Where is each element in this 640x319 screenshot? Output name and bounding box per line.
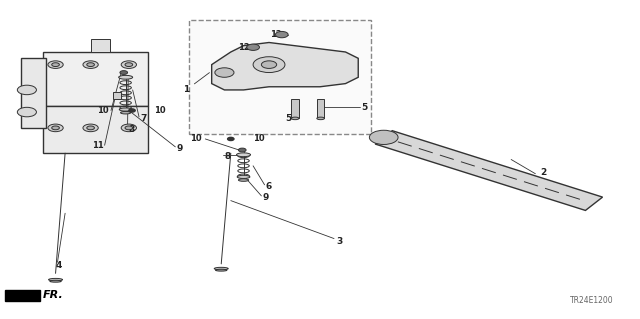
Circle shape [83, 124, 99, 132]
Circle shape [121, 124, 136, 132]
Circle shape [48, 61, 63, 69]
Text: 9: 9 [177, 144, 183, 153]
Circle shape [120, 70, 127, 74]
Polygon shape [375, 131, 602, 211]
Circle shape [87, 63, 95, 67]
Text: 3: 3 [336, 237, 342, 246]
Circle shape [125, 126, 132, 130]
Circle shape [239, 148, 246, 152]
Circle shape [253, 57, 285, 72]
Text: 12: 12 [270, 30, 282, 39]
Text: 5: 5 [285, 114, 291, 123]
Circle shape [52, 126, 60, 130]
Circle shape [52, 63, 60, 67]
Text: 10: 10 [97, 106, 108, 115]
Text: 10: 10 [191, 134, 202, 144]
Circle shape [17, 107, 36, 117]
Circle shape [261, 61, 276, 69]
Text: 4: 4 [56, 261, 62, 270]
Text: 12: 12 [238, 43, 250, 52]
Ellipse shape [120, 111, 131, 114]
Bar [317, 100, 324, 118]
Circle shape [275, 32, 288, 38]
Ellipse shape [237, 153, 250, 157]
Ellipse shape [214, 267, 228, 270]
Text: 8: 8 [129, 125, 135, 134]
Ellipse shape [237, 175, 250, 178]
Bar [91, 39, 109, 52]
Text: 2: 2 [540, 168, 546, 177]
Circle shape [83, 61, 99, 69]
Text: 9: 9 [262, 193, 269, 202]
Bar [189, 20, 371, 134]
Ellipse shape [119, 108, 132, 111]
Circle shape [129, 109, 135, 112]
Bar [113, 92, 120, 100]
Ellipse shape [239, 179, 248, 181]
Circle shape [17, 85, 36, 95]
Ellipse shape [216, 269, 227, 271]
Text: 8: 8 [225, 152, 230, 161]
Circle shape [48, 124, 63, 132]
Circle shape [125, 63, 132, 67]
Text: 5: 5 [362, 103, 367, 112]
Text: TR24E1200: TR24E1200 [570, 296, 613, 305]
Ellipse shape [50, 280, 61, 282]
Circle shape [87, 126, 95, 130]
Circle shape [121, 61, 136, 69]
Bar [20, 58, 46, 128]
Text: FR.: FR. [43, 291, 63, 300]
Polygon shape [4, 290, 40, 301]
Text: 10: 10 [253, 134, 265, 144]
Circle shape [246, 44, 259, 50]
Ellipse shape [317, 117, 324, 120]
Ellipse shape [118, 75, 132, 79]
Ellipse shape [291, 117, 299, 120]
Text: 10: 10 [154, 106, 166, 115]
Circle shape [215, 68, 234, 77]
FancyBboxPatch shape [43, 106, 148, 153]
Polygon shape [212, 42, 358, 90]
FancyBboxPatch shape [43, 52, 148, 106]
Bar [291, 100, 299, 118]
Text: 7: 7 [140, 114, 147, 123]
Text: 6: 6 [266, 182, 272, 191]
Text: 1: 1 [183, 73, 209, 94]
Circle shape [228, 137, 234, 141]
Ellipse shape [49, 278, 63, 281]
Text: 11: 11 [92, 141, 103, 150]
Circle shape [369, 130, 398, 145]
